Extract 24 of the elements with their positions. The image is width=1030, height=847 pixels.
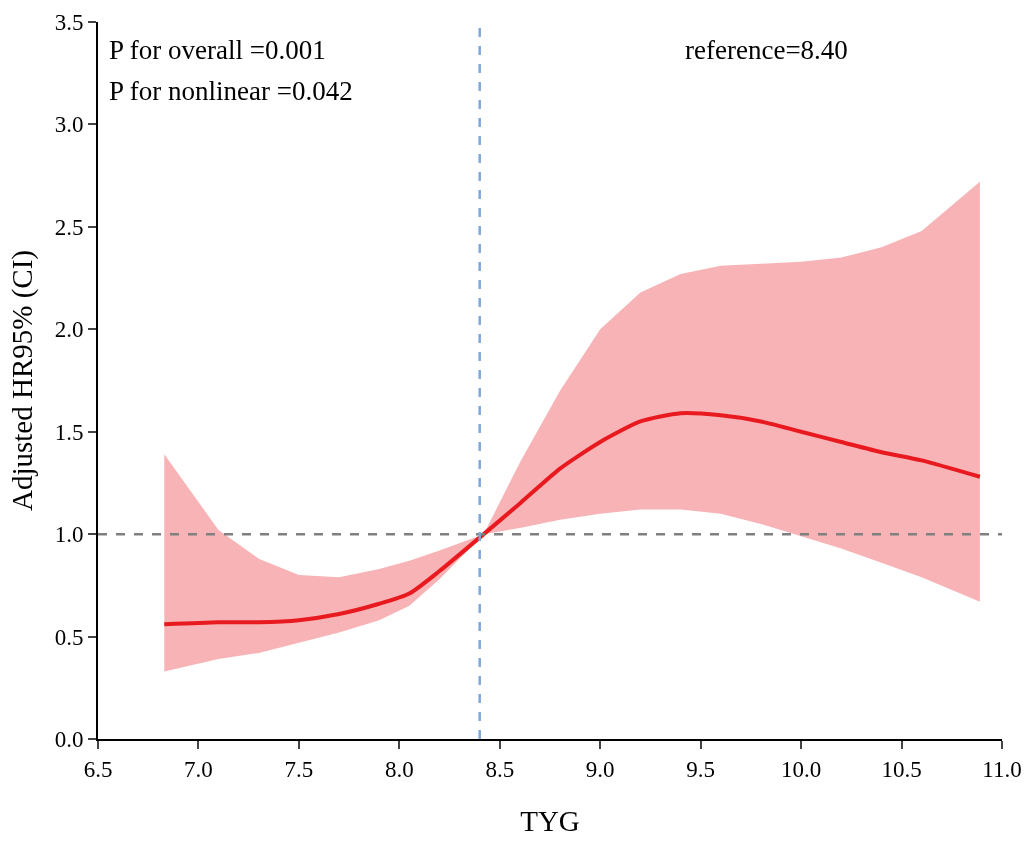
x-tick-label: 10.0	[780, 756, 822, 782]
annotation: reference=8.40	[685, 35, 848, 65]
y-tick-label: 0.5	[54, 624, 84, 650]
y-tick-label: 3.5	[54, 10, 84, 36]
y-tick-label: 2.0	[54, 317, 84, 343]
y-tick-label: 1.5	[54, 419, 84, 445]
x-tick-label: 6.5	[83, 756, 113, 782]
line-series	[162, 411, 982, 627]
annotation: P for nonlinear =0.042	[109, 76, 353, 106]
y-tick-label: 3.0	[54, 112, 84, 138]
x-tick-label: 9.0	[585, 756, 615, 782]
x-tick-label: 7.5	[284, 756, 314, 782]
x-tick-label: 10.5	[881, 756, 922, 782]
y-tick-label: 0.0	[54, 727, 84, 753]
x-tick-label: 7.0	[184, 756, 213, 782]
y-axis-title: Adjusted HR95% (CI)	[5, 250, 39, 511]
annotation: P for overall =0.001	[109, 35, 326, 65]
x-tick-label: 11.0	[982, 756, 1022, 782]
y-tick-label: 1.0	[54, 522, 84, 548]
x-tick-label: 8.0	[384, 756, 414, 782]
x-axis-title: TYG	[520, 804, 580, 837]
y-tick-label: 2.5	[54, 214, 84, 240]
x-tick-label: 8.5	[485, 756, 515, 782]
x-tick-label: 9.5	[686, 756, 716, 782]
